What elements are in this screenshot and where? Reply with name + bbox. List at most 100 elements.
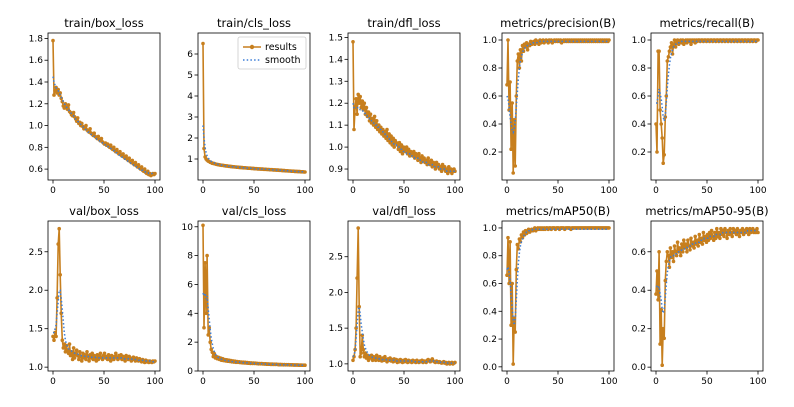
y-tick-label: 1.1: [329, 121, 343, 131]
results-point: [127, 156, 131, 160]
x-tick-label: 50: [701, 377, 713, 387]
results-point: [508, 240, 512, 244]
y-tick-label: 6: [187, 50, 193, 60]
results-point: [372, 114, 377, 119]
results-point: [730, 234, 734, 239]
results-point: [355, 276, 359, 280]
results-line: [352, 227, 456, 365]
subplot-2: train/dfl_loss 0.9 1.0 1.1 1.2 1.3 1.4 1.5 0 50 10…: [329, 16, 464, 196]
results-point: [658, 108, 662, 112]
results-point: [715, 226, 719, 231]
results-point: [660, 136, 664, 140]
results-point: [108, 143, 113, 147]
y-tick-label: 0.0: [632, 363, 647, 373]
y-tick-label: 1.0: [29, 363, 44, 373]
subplot-title: train/box_loss: [64, 16, 143, 30]
y-tick-label: 0.2: [632, 325, 646, 335]
results-point: [102, 351, 107, 356]
y-tick-label: 2: [187, 338, 193, 348]
results-point: [665, 250, 670, 254]
results-point: [695, 238, 699, 242]
y-tick-label: 4: [187, 92, 193, 102]
results-point: [54, 334, 58, 339]
results-point: [53, 330, 57, 335]
results-point: [669, 41, 674, 45]
results-point: [351, 40, 355, 44]
results-point: [352, 127, 356, 132]
x-tick-label: 0: [653, 186, 659, 196]
x-tick-label: 100: [446, 186, 463, 196]
results-point: [687, 244, 691, 248]
y-tick-label: 0.9: [329, 165, 344, 175]
results-line: [655, 39, 758, 164]
results-point: [756, 38, 760, 42]
results-point: [684, 242, 688, 246]
results-point: [80, 359, 84, 363]
y-tick-label: 1.8: [29, 34, 44, 44]
subplot-8: metrics/mAP50(B) 0.0 0.2 0.4 0.6 0.8 1.0 0 50 100: [483, 204, 618, 387]
results-point: [139, 165, 144, 169]
results-point: [509, 323, 513, 328]
x-tick-label: 50: [552, 186, 564, 196]
results-point: [68, 353, 73, 358]
y-tick-label: 2.5: [329, 253, 343, 263]
axes-frame: [650, 32, 764, 181]
results-point: [517, 237, 522, 241]
y-tick-label: 2.0: [329, 288, 344, 298]
results-point: [519, 233, 524, 237]
results-point: [718, 236, 722, 241]
smooth-line: [506, 40, 609, 135]
legend-results-label: results: [265, 42, 297, 53]
results-point: [106, 353, 111, 357]
results-point: [203, 261, 207, 265]
results-point: [60, 99, 65, 104]
legend: results smooth: [237, 36, 307, 70]
results-point: [674, 253, 679, 258]
results-point: [728, 226, 732, 231]
results-point: [665, 59, 670, 63]
results-point: [354, 97, 358, 101]
results-point: [136, 163, 141, 167]
results-point: [682, 238, 686, 242]
results-point: [352, 354, 356, 359]
results-point: [118, 149, 122, 154]
results-point: [506, 38, 510, 42]
results-point: [515, 242, 520, 247]
y-tick-label: 0.6: [483, 92, 498, 102]
results-point: [115, 147, 119, 152]
results-point: [67, 342, 72, 346]
results-point: [607, 226, 611, 230]
x-tick-label: 50: [98, 377, 110, 387]
results-point: [691, 240, 695, 244]
y-tick-label: 1.2: [329, 99, 343, 109]
smooth-line: [656, 229, 758, 317]
results-point: [709, 228, 714, 233]
y-tick-label: 0.4: [483, 120, 498, 130]
results-point: [710, 234, 715, 239]
results-point: [668, 246, 673, 250]
x-tick-label: 50: [248, 186, 260, 196]
x-tick-label: 100: [600, 377, 617, 387]
results-point: [725, 236, 729, 241]
results-line: [52, 227, 156, 364]
results-point: [355, 112, 359, 116]
y-tick-label: 1: [187, 155, 193, 165]
results-point: [717, 230, 721, 235]
y-tick-label: 1.6: [29, 56, 44, 66]
results-point: [671, 259, 676, 264]
subplot-title: val/dfl_loss: [372, 204, 435, 218]
results-point: [56, 87, 60, 92]
y-tick-label: 0.0: [483, 363, 498, 373]
results-point: [78, 350, 82, 354]
results-point: [124, 154, 128, 158]
results-point: [52, 93, 56, 97]
y-tick-label: 3: [187, 113, 193, 123]
results-point: [656, 298, 660, 302]
subplot-3: metrics/precision(B) 0.2 0.4 0.6 0.8 1.0 0 50 10…: [483, 16, 618, 196]
results-point: [92, 131, 96, 135]
results-point: [142, 167, 147, 171]
results-point: [75, 116, 80, 120]
results-point: [737, 234, 742, 239]
y-tick-label: 1.0: [29, 122, 44, 132]
